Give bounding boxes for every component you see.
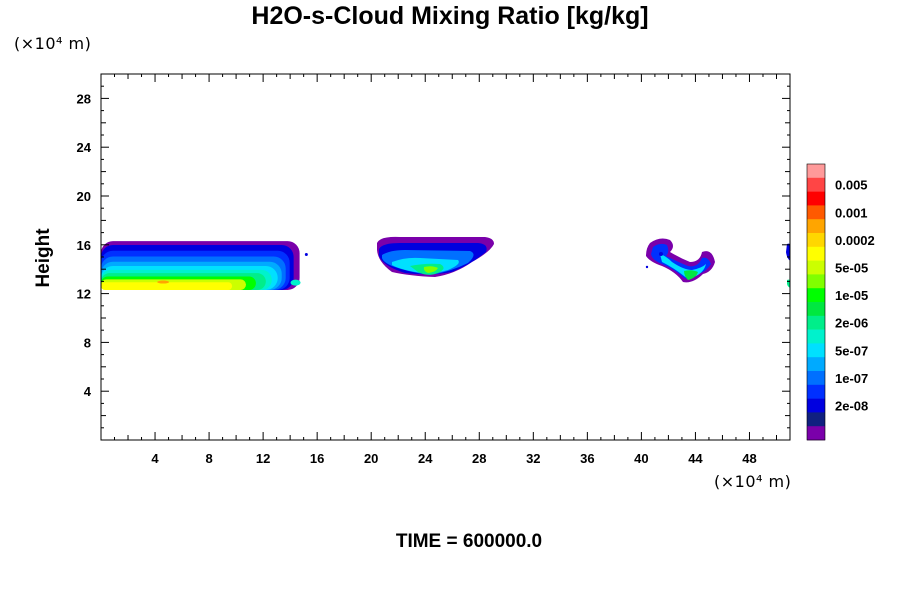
colorbar-label: 2e-06 xyxy=(835,316,868,331)
y-axis-ticks: 4 8 12 16 20 24 28 xyxy=(77,85,790,429)
colorbar-label: 5e-05 xyxy=(835,261,868,276)
colorbar-label: 2e-08 xyxy=(835,399,868,414)
x-tick-label: 28 xyxy=(472,451,486,466)
x-tick-label: 48 xyxy=(742,451,756,466)
chart-title: H2O-s-Cloud Mixing Ratio [kg/kg] xyxy=(251,2,649,30)
colorbar-swatch xyxy=(807,315,825,330)
x-tick-label: 36 xyxy=(580,451,594,466)
colorbar-swatch xyxy=(807,371,825,386)
colorbar-swatch xyxy=(807,288,825,303)
x-tick-label: 16 xyxy=(310,451,324,466)
x-axis-unit: (×10⁴ m) xyxy=(714,472,792,491)
x-tick-label: 20 xyxy=(364,451,378,466)
y-tick-label: 20 xyxy=(77,189,91,204)
colorbar-label: 5e-07 xyxy=(835,343,868,358)
y-tick-label: 28 xyxy=(77,91,91,106)
x-tick-label: 8 xyxy=(205,451,212,466)
colorbar-label: 0.005 xyxy=(835,178,868,193)
colorbar-label: 0.001 xyxy=(835,205,868,220)
colorbar-swatch xyxy=(807,357,825,372)
colorbar-label: 1e-05 xyxy=(835,288,868,303)
cloud-region-1-fleck xyxy=(304,253,308,257)
colorbar-swatch xyxy=(807,164,825,179)
y-tick-label: 4 xyxy=(84,384,92,399)
colorbar-swatch xyxy=(807,426,825,441)
colorbar-label: 0.0002 xyxy=(835,233,875,248)
y-tick-label: 8 xyxy=(84,335,91,350)
cloud-region-1-edge xyxy=(290,279,301,286)
x-tick-label: 4 xyxy=(151,451,159,466)
y-tick-label: 16 xyxy=(77,238,91,253)
x-tick-label: 32 xyxy=(526,451,540,466)
time-label: TIME = 600000.0 xyxy=(395,531,543,552)
colorbar-swatch xyxy=(807,343,825,358)
colorbar-swatch xyxy=(807,191,825,206)
colorbar-swatch xyxy=(807,302,825,317)
y-axis-unit: (×10⁴ m) xyxy=(14,34,92,53)
cloud-region-4-layer xyxy=(786,243,790,261)
colorbar-label: 1e-07 xyxy=(835,371,868,386)
y-tick-label: 12 xyxy=(77,287,91,302)
cloud-region-2-layer xyxy=(423,266,438,273)
x-tick-label: 40 xyxy=(634,451,648,466)
colorbar-frame xyxy=(806,163,826,441)
colorbar-swatch xyxy=(807,398,825,413)
colorbar-legend: 0.005 0.001 0.0002 5e-05 1e-05 2e-06 5e-07 1e-0… xyxy=(806,163,875,441)
x-tick-label: 44 xyxy=(688,451,703,466)
colorbar-swatch xyxy=(807,246,825,261)
cloud-region-3-layer xyxy=(684,270,698,280)
cloud-region-3-fleck xyxy=(659,252,663,256)
colorbar-swatch xyxy=(807,329,825,344)
colorbar-swatch xyxy=(807,219,825,234)
x-axis-ticks: 4 8 12 16 20 24 28 32 36 40 44 48 xyxy=(114,74,791,466)
colorbar-swatch xyxy=(807,260,825,275)
y-tick-label: 24 xyxy=(77,140,92,155)
colorbar-swatch xyxy=(807,205,825,220)
x-tick-label: 24 xyxy=(418,451,433,466)
colorbar-swatch xyxy=(807,384,825,399)
colorbar-swatch xyxy=(807,412,825,427)
cloud-region-1-peak xyxy=(157,280,170,284)
cloud-field xyxy=(101,236,790,290)
colorbar-swatch xyxy=(807,274,825,289)
cloud-region-3-fleck xyxy=(645,265,649,269)
colorbar-swatch xyxy=(807,177,825,192)
y-axis-label: Height xyxy=(33,228,54,288)
cloud-region-1-layer xyxy=(101,282,233,290)
x-tick-label: 12 xyxy=(256,451,270,466)
colorbar-swatch xyxy=(807,233,825,248)
